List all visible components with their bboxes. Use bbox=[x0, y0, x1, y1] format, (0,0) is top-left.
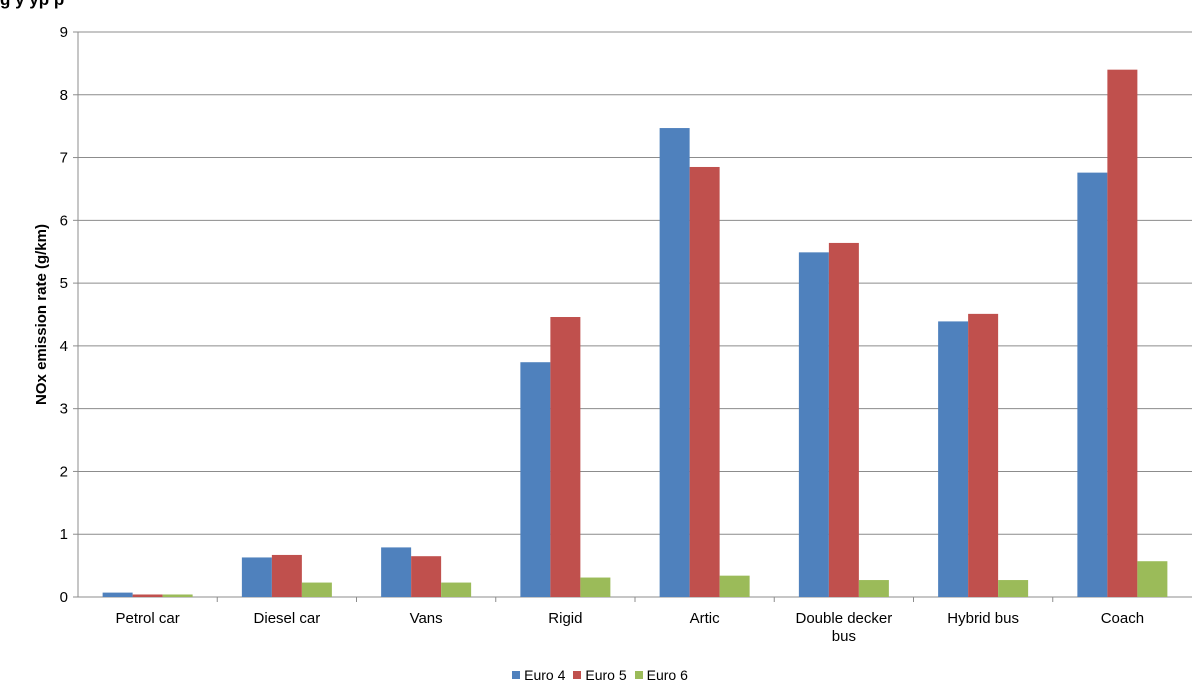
legend-item: Euro 4 bbox=[512, 667, 565, 683]
legend-item: Euro 5 bbox=[573, 667, 627, 683]
legend: Euro 4 Euro 5 Euro 6 bbox=[0, 666, 1200, 683]
legend-label: Euro 6 bbox=[646, 667, 688, 683]
bar bbox=[132, 594, 163, 597]
partial-title: g y yp p bbox=[0, 0, 64, 10]
x-tick-label: Hybrid bus bbox=[947, 610, 1019, 627]
bar bbox=[828, 242, 859, 597]
y-tick-label: 6 bbox=[60, 212, 68, 229]
bar bbox=[798, 252, 829, 597]
y-tick-label: 4 bbox=[60, 338, 68, 355]
bar bbox=[1137, 561, 1168, 597]
y-tick-label: 5 bbox=[60, 275, 68, 292]
x-tick-label: Artic bbox=[690, 610, 721, 627]
bar bbox=[659, 128, 690, 598]
bar bbox=[858, 580, 889, 597]
bar bbox=[441, 582, 472, 597]
bar bbox=[719, 575, 750, 597]
y-tick-label: 9 bbox=[60, 24, 68, 41]
y-axis-label: NOx emission rate (g/km) bbox=[33, 224, 50, 405]
bar bbox=[162, 594, 193, 597]
legend-swatch bbox=[573, 671, 582, 679]
bar bbox=[271, 554, 302, 597]
bar bbox=[998, 580, 1029, 597]
bar bbox=[938, 321, 969, 597]
x-tick-label: Vans bbox=[410, 610, 443, 627]
y-tick-label: 0 bbox=[60, 589, 68, 606]
bar bbox=[550, 317, 581, 597]
legend-label: Euro 4 bbox=[524, 667, 566, 683]
legend-swatch bbox=[634, 671, 643, 679]
x-tick-label: bus bbox=[832, 628, 856, 645]
y-tick-label: 2 bbox=[60, 463, 68, 480]
x-tick-label: Rigid bbox=[548, 610, 582, 627]
bar bbox=[580, 577, 611, 597]
bar bbox=[241, 557, 272, 597]
bar bbox=[102, 592, 133, 597]
legend-swatch bbox=[512, 671, 521, 679]
bar bbox=[411, 556, 442, 597]
bar bbox=[520, 362, 551, 597]
y-tick-label: 1 bbox=[60, 526, 68, 543]
bar bbox=[301, 582, 332, 597]
x-tick-label: Coach bbox=[1101, 610, 1144, 627]
legend-item: Euro 6 bbox=[634, 667, 688, 683]
x-tick-label: Double decker bbox=[796, 610, 893, 627]
x-tick-label: Petrol car bbox=[116, 610, 180, 627]
y-tick-label: 7 bbox=[60, 150, 68, 167]
legend-label: Euro 5 bbox=[585, 667, 627, 683]
bar bbox=[1107, 69, 1138, 597]
y-tick-label: 8 bbox=[60, 87, 68, 104]
x-tick-label: Diesel car bbox=[254, 610, 321, 627]
bar bbox=[689, 166, 720, 597]
bar bbox=[381, 547, 412, 597]
bar bbox=[968, 313, 999, 597]
bar bbox=[1077, 172, 1108, 597]
y-tick-label: 3 bbox=[60, 401, 68, 418]
